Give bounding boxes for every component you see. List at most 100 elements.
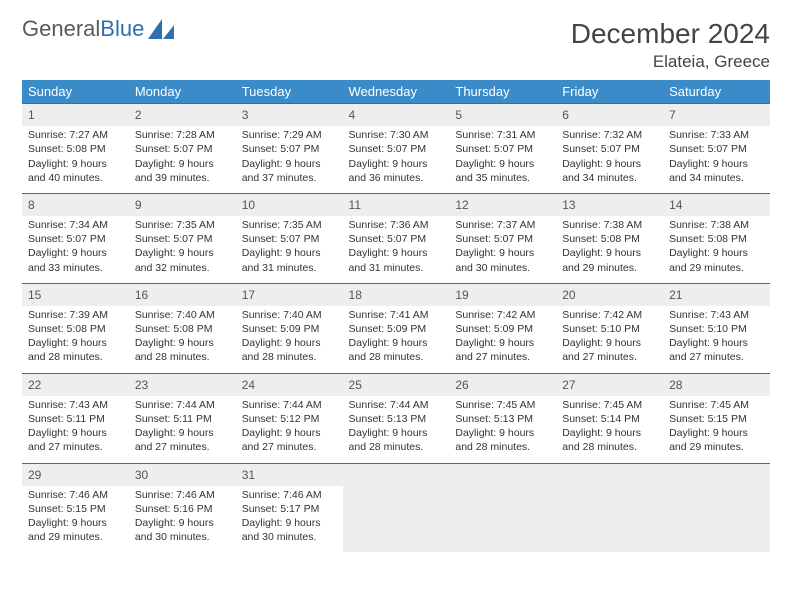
day-d1: Daylight: 9 hours	[242, 516, 337, 530]
day-d1: Daylight: 9 hours	[562, 246, 657, 260]
day-d2: and 32 minutes.	[135, 261, 230, 275]
day-ss: Sunset: 5:10 PM	[562, 322, 657, 336]
day-d2: and 34 minutes.	[669, 171, 764, 185]
day-ss: Sunset: 5:11 PM	[28, 412, 123, 426]
day-header-row: Sunday Monday Tuesday Wednesday Thursday…	[22, 80, 770, 104]
col-tuesday: Tuesday	[236, 80, 343, 104]
day-cell: Sunrise: 7:28 AMSunset: 5:07 PMDaylight:…	[129, 126, 236, 193]
day-cell: Sunrise: 7:44 AMSunset: 5:12 PMDaylight:…	[236, 396, 343, 463]
day-d2: and 30 minutes.	[455, 261, 550, 275]
day-cell: Sunrise: 7:44 AMSunset: 5:11 PMDaylight:…	[129, 396, 236, 463]
day-number	[663, 463, 770, 486]
day-sr: Sunrise: 7:46 AM	[135, 488, 230, 502]
day-d2: and 28 minutes.	[349, 440, 444, 454]
day-number: 9	[129, 193, 236, 216]
day-sr: Sunrise: 7:46 AM	[28, 488, 123, 502]
day-ss: Sunset: 5:16 PM	[135, 502, 230, 516]
day-d1: Daylight: 9 hours	[28, 157, 123, 171]
day-d1: Daylight: 9 hours	[562, 336, 657, 350]
day-d2: and 29 minutes.	[562, 261, 657, 275]
day-d2: and 39 minutes.	[135, 171, 230, 185]
day-d2: and 27 minutes.	[455, 350, 550, 364]
day-number: 21	[663, 283, 770, 306]
day-sr: Sunrise: 7:27 AM	[28, 128, 123, 142]
day-number: 1	[22, 104, 129, 127]
week-content-row: Sunrise: 7:43 AMSunset: 5:11 PMDaylight:…	[22, 396, 770, 463]
day-number: 19	[449, 283, 556, 306]
week-daynum-row: 1234567	[22, 104, 770, 127]
brand-part2: Blue	[100, 18, 144, 40]
day-sr: Sunrise: 7:43 AM	[28, 398, 123, 412]
day-ss: Sunset: 5:07 PM	[669, 142, 764, 156]
day-number: 24	[236, 373, 343, 396]
week-daynum-row: 15161718192021	[22, 283, 770, 306]
day-cell: Sunrise: 7:38 AMSunset: 5:08 PMDaylight:…	[556, 216, 663, 283]
day-d1: Daylight: 9 hours	[669, 246, 764, 260]
day-d1: Daylight: 9 hours	[349, 336, 444, 350]
day-number: 8	[22, 193, 129, 216]
day-cell: Sunrise: 7:42 AMSunset: 5:10 PMDaylight:…	[556, 306, 663, 373]
day-cell: Sunrise: 7:44 AMSunset: 5:13 PMDaylight:…	[343, 396, 450, 463]
day-cell: Sunrise: 7:27 AMSunset: 5:08 PMDaylight:…	[22, 126, 129, 193]
day-number: 23	[129, 373, 236, 396]
day-d1: Daylight: 9 hours	[669, 426, 764, 440]
day-ss: Sunset: 5:07 PM	[28, 232, 123, 246]
day-d2: and 27 minutes.	[28, 440, 123, 454]
day-number: 13	[556, 193, 663, 216]
day-d2: and 28 minutes.	[562, 440, 657, 454]
day-cell	[663, 486, 770, 553]
day-number: 22	[22, 373, 129, 396]
day-d1: Daylight: 9 hours	[349, 157, 444, 171]
day-sr: Sunrise: 7:34 AM	[28, 218, 123, 232]
day-ss: Sunset: 5:09 PM	[242, 322, 337, 336]
week-daynum-row: 22232425262728	[22, 373, 770, 396]
week-content-row: Sunrise: 7:46 AMSunset: 5:15 PMDaylight:…	[22, 486, 770, 553]
day-ss: Sunset: 5:08 PM	[28, 142, 123, 156]
day-d2: and 40 minutes.	[28, 171, 123, 185]
day-sr: Sunrise: 7:46 AM	[242, 488, 337, 502]
day-d1: Daylight: 9 hours	[562, 426, 657, 440]
day-d1: Daylight: 9 hours	[669, 157, 764, 171]
day-cell: Sunrise: 7:46 AMSunset: 5:17 PMDaylight:…	[236, 486, 343, 553]
day-number: 28	[663, 373, 770, 396]
day-cell: Sunrise: 7:46 AMSunset: 5:15 PMDaylight:…	[22, 486, 129, 553]
day-d1: Daylight: 9 hours	[562, 157, 657, 171]
day-cell: Sunrise: 7:36 AMSunset: 5:07 PMDaylight:…	[343, 216, 450, 283]
day-d1: Daylight: 9 hours	[455, 426, 550, 440]
day-number: 3	[236, 104, 343, 127]
day-d1: Daylight: 9 hours	[135, 336, 230, 350]
day-ss: Sunset: 5:07 PM	[455, 142, 550, 156]
day-ss: Sunset: 5:17 PM	[242, 502, 337, 516]
day-d1: Daylight: 9 hours	[455, 336, 550, 350]
week-content-row: Sunrise: 7:27 AMSunset: 5:08 PMDaylight:…	[22, 126, 770, 193]
day-cell: Sunrise: 7:32 AMSunset: 5:07 PMDaylight:…	[556, 126, 663, 193]
day-ss: Sunset: 5:09 PM	[455, 322, 550, 336]
day-ss: Sunset: 5:07 PM	[242, 142, 337, 156]
day-cell: Sunrise: 7:45 AMSunset: 5:14 PMDaylight:…	[556, 396, 663, 463]
day-d2: and 28 minutes.	[242, 350, 337, 364]
calendar-table: Sunday Monday Tuesday Wednesday Thursday…	[22, 80, 770, 552]
day-cell: Sunrise: 7:41 AMSunset: 5:09 PMDaylight:…	[343, 306, 450, 373]
day-number: 15	[22, 283, 129, 306]
day-ss: Sunset: 5:07 PM	[349, 232, 444, 246]
day-d1: Daylight: 9 hours	[28, 426, 123, 440]
day-d1: Daylight: 9 hours	[242, 246, 337, 260]
col-monday: Monday	[129, 80, 236, 104]
day-d1: Daylight: 9 hours	[349, 426, 444, 440]
day-sr: Sunrise: 7:41 AM	[349, 308, 444, 322]
day-sr: Sunrise: 7:33 AM	[669, 128, 764, 142]
day-number: 2	[129, 104, 236, 127]
day-number: 11	[343, 193, 450, 216]
day-sr: Sunrise: 7:37 AM	[455, 218, 550, 232]
week-daynum-row: 293031	[22, 463, 770, 486]
day-number	[343, 463, 450, 486]
day-ss: Sunset: 5:07 PM	[135, 142, 230, 156]
day-cell: Sunrise: 7:40 AMSunset: 5:08 PMDaylight:…	[129, 306, 236, 373]
day-sr: Sunrise: 7:28 AM	[135, 128, 230, 142]
day-sr: Sunrise: 7:45 AM	[562, 398, 657, 412]
day-sr: Sunrise: 7:30 AM	[349, 128, 444, 142]
day-number: 5	[449, 104, 556, 127]
day-cell	[343, 486, 450, 553]
day-cell: Sunrise: 7:37 AMSunset: 5:07 PMDaylight:…	[449, 216, 556, 283]
day-ss: Sunset: 5:11 PM	[135, 412, 230, 426]
